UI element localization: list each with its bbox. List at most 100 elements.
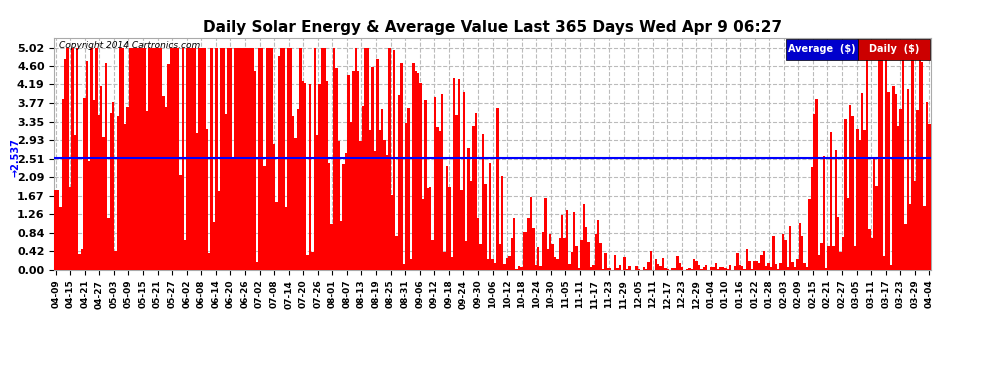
Bar: [88, 160, 90, 270]
Bar: [924, 207, 926, 270]
Text: →2.537: →2.537: [11, 138, 21, 177]
Bar: [762, 251, 765, 270]
Bar: [582, 204, 585, 270]
Bar: [511, 238, 513, 270]
Bar: [83, 99, 86, 270]
Bar: [115, 251, 117, 270]
Bar: [73, 135, 76, 270]
Bar: [691, 269, 693, 270]
Bar: [659, 266, 661, 270]
Bar: [833, 246, 835, 270]
Text: Daily  ($): Daily ($): [868, 44, 919, 54]
Bar: [270, 48, 273, 270]
Bar: [563, 238, 565, 270]
Bar: [376, 59, 378, 270]
Bar: [446, 166, 448, 270]
Bar: [336, 68, 338, 270]
Bar: [523, 232, 525, 270]
Bar: [921, 62, 924, 270]
Bar: [326, 81, 328, 270]
Bar: [311, 252, 314, 270]
Bar: [186, 48, 189, 270]
Bar: [232, 159, 235, 270]
Bar: [741, 266, 743, 270]
Bar: [420, 82, 422, 270]
Bar: [737, 253, 739, 270]
Bar: [535, 266, 537, 270]
Bar: [452, 78, 455, 270]
Bar: [383, 140, 386, 270]
Bar: [352, 71, 354, 270]
Bar: [98, 115, 100, 270]
Bar: [551, 244, 553, 270]
Bar: [309, 84, 311, 270]
Bar: [61, 99, 64, 270]
Bar: [739, 265, 741, 270]
Bar: [407, 108, 410, 270]
Bar: [167, 64, 169, 270]
Bar: [767, 263, 770, 270]
Bar: [333, 48, 336, 270]
Bar: [542, 232, 545, 270]
Bar: [136, 48, 139, 270]
Bar: [516, 269, 518, 270]
Bar: [671, 268, 674, 270]
Bar: [518, 266, 520, 270]
Bar: [345, 153, 347, 270]
FancyBboxPatch shape: [858, 39, 930, 60]
Bar: [791, 262, 794, 270]
Bar: [607, 268, 609, 270]
Bar: [191, 48, 194, 270]
Bar: [247, 48, 248, 270]
Bar: [592, 266, 595, 270]
Bar: [491, 259, 494, 270]
Bar: [268, 48, 270, 270]
Bar: [256, 262, 258, 270]
Bar: [914, 181, 916, 270]
Bar: [748, 261, 750, 270]
Bar: [479, 244, 482, 270]
Bar: [460, 190, 462, 270]
Bar: [211, 48, 213, 270]
Bar: [134, 48, 136, 270]
Bar: [866, 50, 868, 270]
Bar: [220, 48, 223, 270]
Bar: [194, 48, 196, 270]
Bar: [820, 243, 823, 270]
Bar: [548, 234, 551, 270]
Bar: [174, 48, 177, 270]
Bar: [206, 129, 208, 270]
Bar: [720, 267, 722, 270]
Bar: [528, 218, 530, 270]
Bar: [657, 264, 659, 270]
Bar: [366, 48, 369, 270]
Bar: [750, 269, 753, 270]
Bar: [774, 264, 777, 270]
Bar: [830, 132, 833, 270]
Bar: [887, 92, 890, 270]
Bar: [150, 48, 152, 270]
Bar: [880, 53, 883, 270]
Bar: [165, 106, 167, 270]
Bar: [856, 129, 858, 270]
Bar: [139, 48, 141, 270]
Bar: [64, 59, 66, 270]
Bar: [251, 48, 253, 270]
Bar: [412, 63, 415, 270]
Bar: [643, 267, 644, 270]
Bar: [636, 266, 638, 270]
Bar: [122, 48, 124, 270]
Bar: [868, 229, 870, 270]
Bar: [465, 241, 467, 270]
Bar: [457, 79, 460, 270]
Bar: [364, 48, 366, 270]
Bar: [556, 259, 558, 270]
Bar: [919, 48, 921, 270]
Bar: [102, 137, 105, 270]
Bar: [395, 236, 398, 270]
Bar: [616, 268, 619, 270]
Bar: [349, 122, 352, 270]
Bar: [242, 48, 245, 270]
Bar: [568, 264, 570, 270]
Bar: [770, 267, 772, 270]
